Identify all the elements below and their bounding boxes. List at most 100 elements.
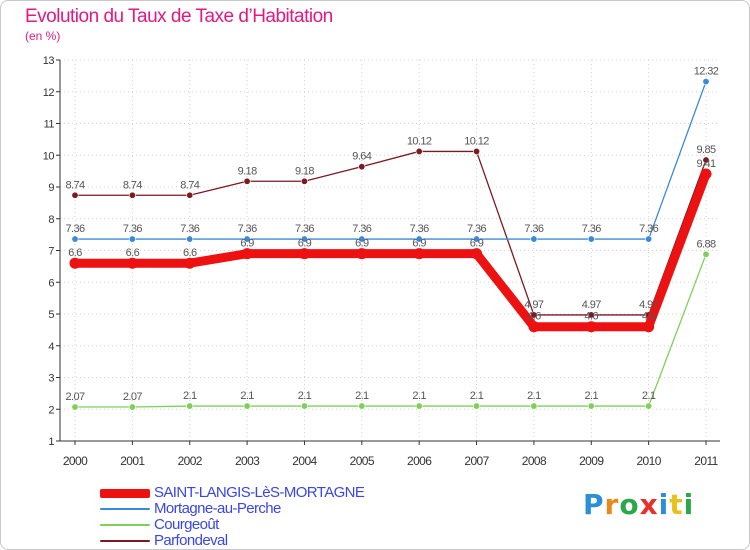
data-label: 2.07 <box>123 391 142 403</box>
data-label: 8.74 <box>123 179 142 191</box>
data-point <box>645 402 653 410</box>
data-point <box>300 402 308 410</box>
data-label: 9.41 <box>696 158 715 170</box>
data-label: 7.36 <box>123 223 142 235</box>
data-point <box>71 235 79 243</box>
y-tick-label: 5 <box>48 309 54 321</box>
data-point <box>473 147 481 155</box>
y-tick-label: 7 <box>48 246 54 258</box>
data-label: 2.1 <box>183 390 197 402</box>
data-label: 2.1 <box>585 390 599 402</box>
data-point <box>358 163 366 171</box>
data-point <box>300 177 308 185</box>
data-point <box>71 403 79 411</box>
legend-item-mortagne: Mortagne-au-Perche <box>100 501 364 517</box>
logo-letter: i <box>683 488 695 521</box>
y-tick-label: 8 <box>48 214 54 226</box>
data-label: 9.64 <box>352 151 371 163</box>
data-label: 6.88 <box>696 238 715 250</box>
legend-label-mortagne: Mortagne-au-Perche <box>154 500 281 517</box>
data-point <box>587 235 595 243</box>
logo-letter: i <box>658 488 670 521</box>
data-label: 7.36 <box>180 223 199 235</box>
data-label: 7.36 <box>410 223 429 235</box>
data-label: 4.97 <box>582 299 601 311</box>
y-tick-label: 10 <box>43 150 55 162</box>
data-point <box>358 235 366 243</box>
legend-item-courgeout: Courgeoût <box>100 517 364 533</box>
data-label: 6.9 <box>355 238 369 250</box>
data-point <box>356 248 368 260</box>
x-tick-label: 2002 <box>178 454 203 468</box>
data-label: 7.36 <box>295 223 314 235</box>
data-point <box>71 191 79 199</box>
data-point <box>528 321 540 333</box>
data-point <box>300 235 308 243</box>
y-tick-label: 12 <box>43 87 55 99</box>
data-point <box>415 147 423 155</box>
data-label: 2.1 <box>240 390 254 402</box>
data-label: 8.74 <box>65 179 84 191</box>
logo-letter: t <box>669 488 684 521</box>
data-label: 6.9 <box>298 238 312 250</box>
x-tick-label: 2008 <box>522 454 547 468</box>
proxiti-logo: Proxiti <box>583 488 694 521</box>
x-tick-label: 2004 <box>292 454 317 468</box>
data-label: 7.36 <box>238 223 257 235</box>
data-point <box>186 402 194 410</box>
data-point <box>243 177 251 185</box>
data-label: 12.32 <box>694 66 719 78</box>
y-tick-label: 1 <box>48 436 54 448</box>
y-tick-label: 4 <box>48 341 54 353</box>
data-label: 9.18 <box>295 165 314 177</box>
data-point <box>645 235 653 243</box>
data-label: 7.36 <box>65 223 84 235</box>
x-tick-label: 2007 <box>464 454 489 468</box>
data-label: 6.6 <box>183 247 197 259</box>
data-label: 6.9 <box>470 238 484 250</box>
y-tick-label: 6 <box>48 277 54 289</box>
legend-swatch-courgeout <box>100 524 150 526</box>
data-label: 8.74 <box>180 179 199 191</box>
series-line <box>74 253 707 408</box>
data-label: 7.36 <box>467 223 486 235</box>
data-label: 4.6 <box>585 311 599 323</box>
data-label: 7.36 <box>352 223 371 235</box>
y-tick-label: 11 <box>44 119 55 131</box>
series-line <box>74 150 707 316</box>
y-tick-label: 13 <box>43 55 55 67</box>
legend-swatch-saint-langis <box>100 488 150 498</box>
data-label: 2.1 <box>298 390 312 402</box>
data-label: 7.36 <box>582 223 601 235</box>
data-point <box>702 250 710 258</box>
logo-letter: o <box>619 488 640 521</box>
x-tick-label: 2005 <box>350 454 375 468</box>
data-label: 7.36 <box>639 223 658 235</box>
data-point <box>587 311 595 319</box>
legend-swatch-mortagne <box>100 508 150 510</box>
data-point <box>413 248 425 260</box>
legend-label-saint-langis: SAINT-LANGIS-LèS-MORTAGNE <box>154 484 365 501</box>
data-point <box>128 191 136 199</box>
data-point <box>128 235 136 243</box>
x-tick-label: 2011 <box>694 454 718 468</box>
data-label: 6.9 <box>240 238 254 250</box>
data-label: 10.12 <box>407 135 432 147</box>
data-label: 4.97 <box>639 299 658 311</box>
data-point <box>243 402 251 410</box>
data-label: 9.18 <box>238 165 257 177</box>
legend-item-saint-langis: SAINT-LANGIS-LèS-MORTAGNE <box>100 484 365 501</box>
data-point <box>587 402 595 410</box>
data-label: 6.9 <box>412 238 426 250</box>
data-point <box>186 235 194 243</box>
x-tick-label: 2006 <box>407 454 432 468</box>
data-label: 6.6 <box>68 247 82 259</box>
data-point <box>700 168 712 180</box>
data-label: 2.1 <box>412 390 426 402</box>
data-point <box>128 403 136 411</box>
data-point <box>702 156 710 164</box>
data-point <box>298 248 310 260</box>
y-tick-label: 3 <box>48 373 54 385</box>
